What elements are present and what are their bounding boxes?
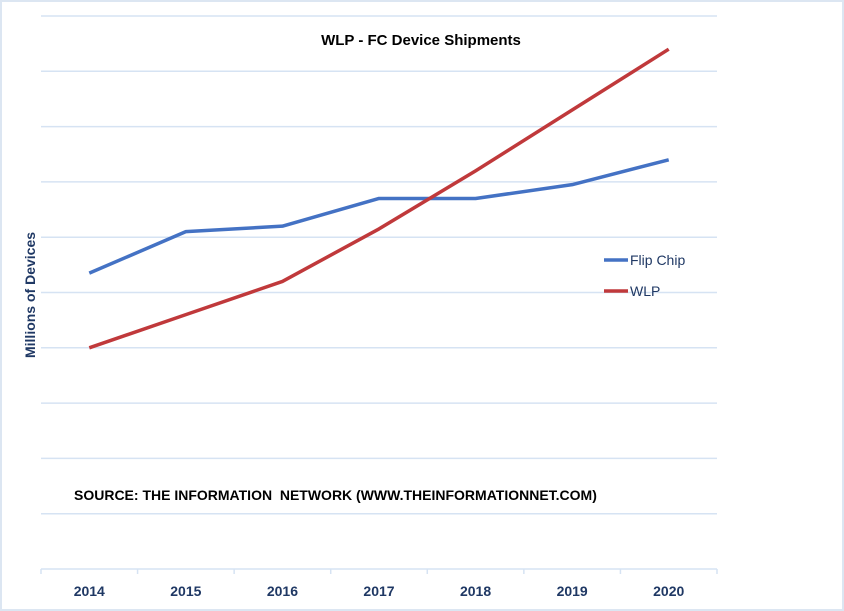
series-line-wlp bbox=[88, 47, 670, 350]
x-axis: 2014 2015 2016 2017 2018 2019 2020 bbox=[40, 568, 718, 599]
x-tick-label: 2020 bbox=[653, 583, 684, 599]
legend-label: WLP bbox=[630, 283, 660, 299]
legend-label: Flip Chip bbox=[630, 252, 685, 268]
legend-item: Flip Chip bbox=[604, 252, 685, 268]
legend: Flip Chip WLP bbox=[604, 252, 685, 299]
series-lines bbox=[88, 47, 670, 350]
legend-item: WLP bbox=[604, 283, 660, 299]
x-tick-label: 2017 bbox=[363, 583, 394, 599]
x-tick-label: 2018 bbox=[460, 583, 491, 599]
x-tick-label: 2015 bbox=[170, 583, 201, 599]
source-annotation: SOURCE: THE INFORMATION NETWORK (WWW.THE… bbox=[74, 487, 597, 503]
gridlines bbox=[41, 15, 717, 515]
x-tick-label: 2014 bbox=[74, 583, 105, 599]
x-tick-label: 2016 bbox=[267, 583, 298, 599]
series-line-flip-chip bbox=[88, 158, 670, 275]
chart-title: WLP - FC Device Shipments bbox=[321, 32, 521, 49]
y-axis-label: Millions of Devices bbox=[22, 232, 38, 358]
x-tick-label: 2019 bbox=[557, 583, 588, 599]
